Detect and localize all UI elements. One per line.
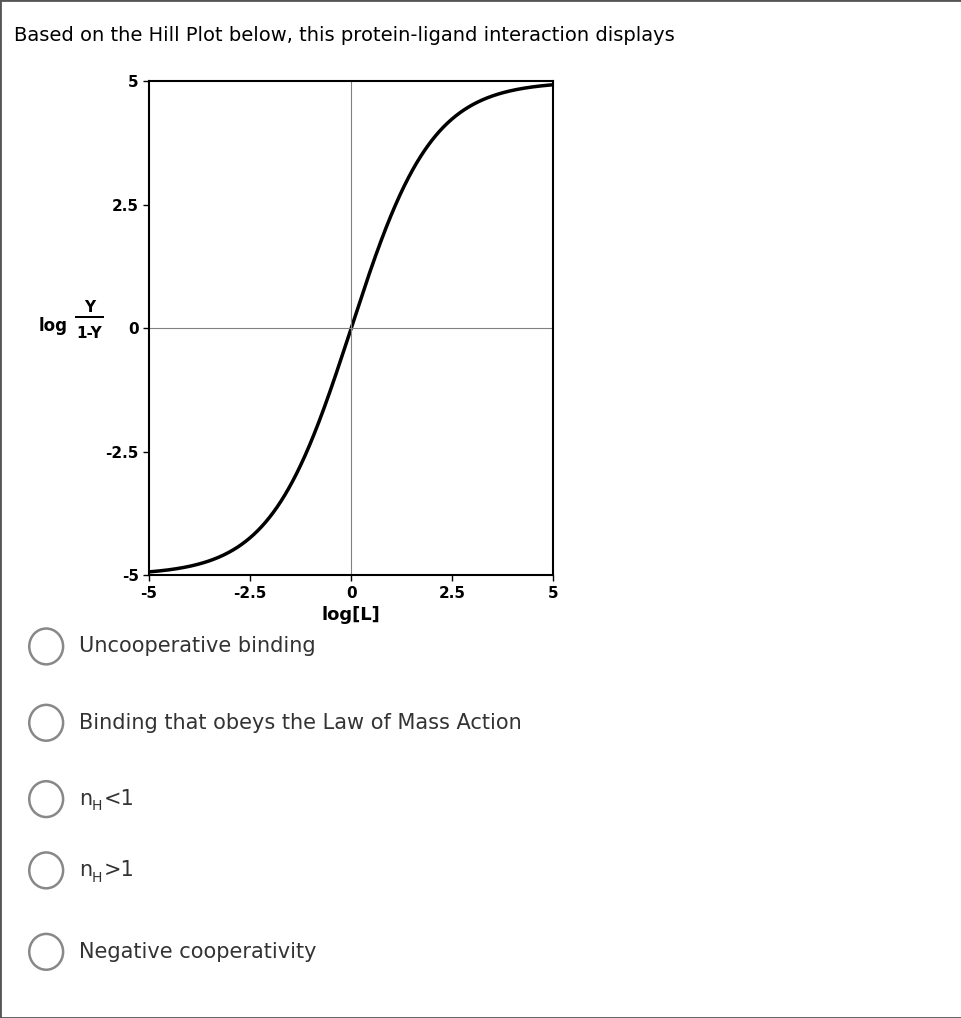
X-axis label: log[L]: log[L] — [321, 606, 381, 624]
Text: Based on the Hill Plot below, this protein-ligand interaction displays: Based on the Hill Plot below, this prote… — [14, 26, 675, 45]
Text: Negative cooperativity: Negative cooperativity — [79, 942, 316, 962]
Text: H: H — [91, 799, 102, 813]
Text: >1: >1 — [104, 860, 135, 881]
Text: <1: <1 — [104, 789, 135, 809]
Text: Y: Y — [84, 300, 95, 315]
Text: 1-Y: 1-Y — [77, 327, 102, 341]
Text: n: n — [79, 860, 92, 881]
Text: Binding that obeys the Law of Mass Action: Binding that obeys the Law of Mass Actio… — [79, 713, 521, 733]
Text: Uncooperative binding: Uncooperative binding — [79, 636, 315, 657]
Text: H: H — [91, 870, 102, 885]
Text: n: n — [79, 789, 92, 809]
Text: log: log — [38, 317, 67, 335]
